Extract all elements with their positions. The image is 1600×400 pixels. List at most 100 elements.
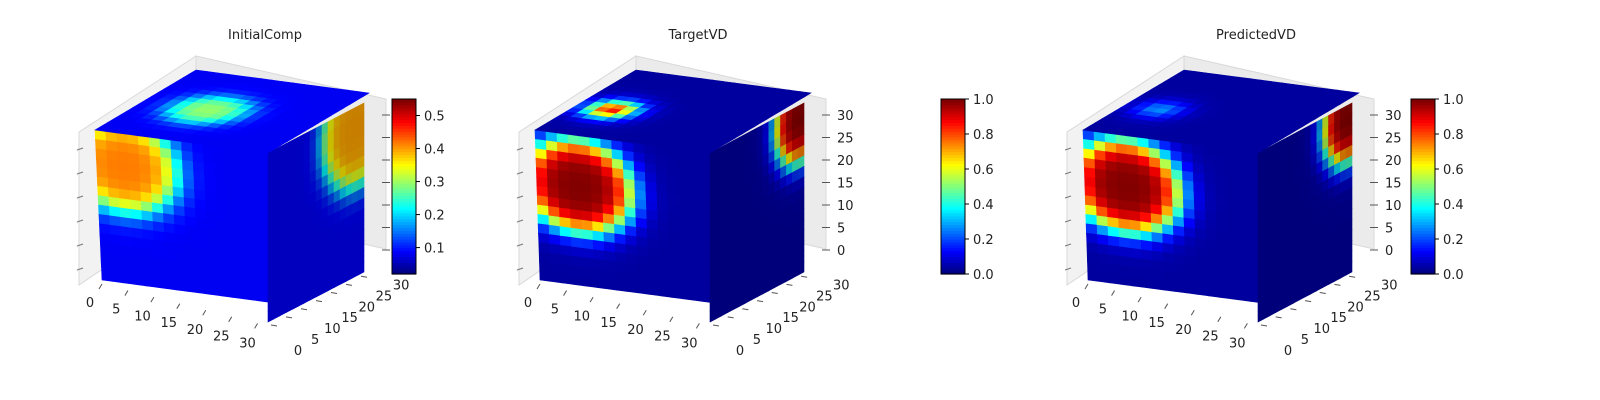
voxel-cell (1206, 248, 1219, 261)
voxel-cell (1182, 180, 1195, 192)
voxel-cell (198, 273, 211, 286)
voxel-cell (110, 243, 123, 256)
voxel-cell (154, 268, 167, 280)
voxel-cell (122, 263, 135, 276)
colorbar-segment (941, 236, 965, 240)
voxel-cell (549, 234, 561, 246)
voxel-cell (1161, 195, 1174, 208)
voxel-cell (173, 205, 186, 217)
voxel-cell (205, 209, 218, 222)
voxel-cell (611, 149, 624, 161)
voxel-cell (623, 178, 636, 191)
voxel-cell (680, 270, 693, 282)
voxel-cell (1148, 147, 1161, 160)
colorbar-segment (941, 122, 965, 126)
voxel-cell (626, 281, 639, 294)
voxel-cell (603, 232, 616, 244)
colorbar-segment (392, 163, 416, 167)
voxel-cell (612, 167, 625, 180)
colorbar-segment (392, 209, 416, 214)
subplot-title: InitialComp (228, 28, 302, 43)
colorbar-segment (1411, 110, 1435, 115)
colorbar-segment (941, 136, 965, 141)
voxel-cell (614, 233, 627, 245)
z-tick-label: 30 (1385, 109, 1402, 124)
colorbar-segment (941, 206, 965, 211)
voxel-cell (679, 223, 692, 235)
voxel-cell (1192, 172, 1205, 184)
voxel-cell (548, 224, 561, 237)
colorbar-segment (941, 271, 965, 275)
colorbar-segment (392, 206, 416, 211)
voxel-cell (1139, 193, 1152, 205)
voxel-cell (556, 141, 569, 154)
voxel-cell (600, 147, 613, 160)
voxel-cell (1196, 284, 1209, 297)
voxel-cell (1126, 135, 1139, 147)
voxel-cell (1138, 174, 1151, 186)
colorbar-tick-label: 1.0 (1443, 93, 1464, 108)
colorbar-segment (1411, 180, 1435, 185)
colorbar-segment (392, 183, 416, 188)
colorbar-segment (1411, 227, 1435, 231)
voxel-cell (1096, 224, 1109, 237)
voxel-cell (1084, 176, 1097, 189)
voxel-cell (1228, 270, 1241, 282)
voxel-cell (692, 290, 705, 302)
voxel-cell (1097, 243, 1110, 256)
voxel-cell (130, 208, 143, 221)
z-tick-label: 0 (1385, 244, 1393, 259)
voxel-cell (1148, 157, 1161, 169)
voxel-cell (105, 140, 118, 152)
voxel-cell (1150, 194, 1163, 207)
voxel-cell (1127, 172, 1140, 185)
voxel-cell (96, 176, 109, 189)
colorbar-segment (392, 271, 416, 275)
y-tick-label: 25 (816, 289, 833, 304)
colorbar-segment (941, 256, 965, 261)
colorbar-segment (941, 195, 965, 199)
voxel-cell (602, 194, 615, 207)
voxel-cell (1151, 241, 1164, 253)
voxel-cell (1225, 157, 1238, 170)
colorbar-segment (941, 139, 965, 144)
colorbar-segment (941, 145, 965, 150)
colorbar-segment (941, 247, 965, 252)
voxel-cell (163, 232, 176, 244)
colorbar-segment (941, 241, 965, 246)
voxel-cell (1094, 168, 1107, 181)
subplot-0: 0 5 10 15 20 25 30051015202530InitialComp0.10.… (76, 28, 445, 359)
voxel-cell (241, 279, 254, 292)
voxel-cell (615, 261, 628, 274)
voxel-cell (148, 136, 161, 149)
voxel-cell (601, 166, 614, 178)
voxel-cell (580, 201, 593, 213)
colorbar-segment (1411, 134, 1435, 138)
voxel-cell (1202, 145, 1215, 157)
voxel-cell (127, 143, 140, 155)
y-tick-label: 25 (1364, 289, 1381, 304)
colorbar-segment (941, 107, 965, 112)
colorbar-segment (941, 163, 965, 167)
voxel-cell (208, 256, 220, 269)
voxel-cell (1159, 158, 1172, 170)
voxel-cell (185, 225, 198, 238)
voxel-cell (669, 268, 682, 281)
voxel-cell (547, 177, 560, 190)
voxel-cell (635, 217, 648, 230)
voxel-cell (669, 259, 682, 271)
colorbar-tick-label: 0.0 (973, 268, 994, 283)
voxel-cell (668, 221, 681, 234)
voxel-cell (132, 246, 145, 258)
voxel-cell (568, 162, 581, 174)
subplot-1: 0 5 10 15 20 25 30051015202530051015202530Targ… (516, 28, 994, 359)
voxel-cell (590, 174, 603, 186)
voxel-cell (1238, 234, 1251, 246)
voxel-cell (1128, 191, 1141, 204)
voxel-cell (129, 180, 142, 193)
voxel-cell (635, 208, 648, 220)
voxel-cell (669, 250, 682, 262)
voxel-cell (1129, 238, 1142, 251)
colorbar-segment (392, 142, 416, 147)
voxel-cell (217, 229, 230, 242)
